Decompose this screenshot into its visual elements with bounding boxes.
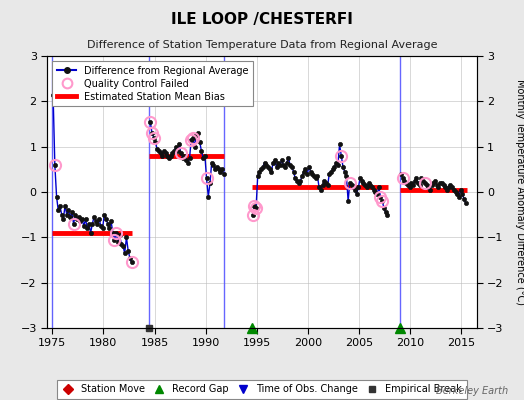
Text: ILE LOOP /CHESTERFI: ILE LOOP /CHESTERFI [171, 12, 353, 27]
Legend: Station Move, Record Gap, Time of Obs. Change, Empirical Break: Station Move, Record Gap, Time of Obs. C… [57, 380, 467, 399]
Text: Berkeley Earth: Berkeley Earth [436, 386, 508, 396]
Text: Difference of Station Temperature Data from Regional Average: Difference of Station Temperature Data f… [87, 40, 437, 50]
Y-axis label: Monthly Temperature Anomaly Difference (°C): Monthly Temperature Anomaly Difference (… [515, 79, 524, 305]
